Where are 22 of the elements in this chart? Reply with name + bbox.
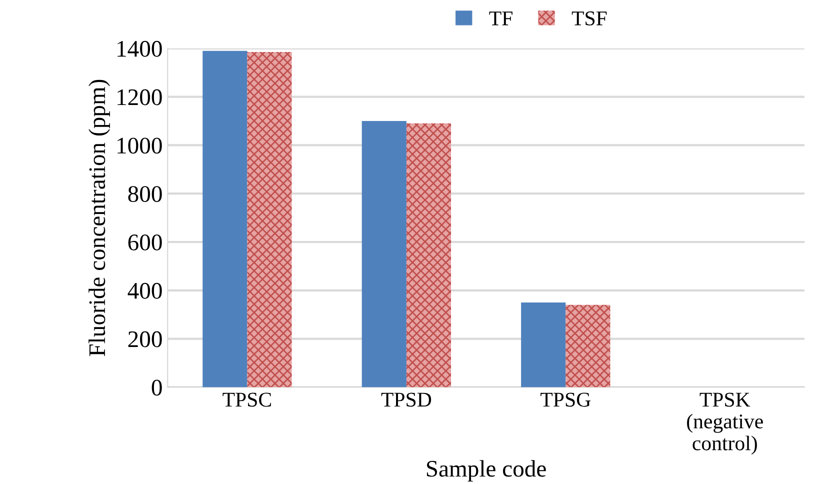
bar — [406, 123, 452, 388]
y-tick-label: 600 — [128, 234, 162, 250]
y-tick-label: 400 — [128, 282, 162, 299]
x-tick-label: TPSD — [381, 392, 432, 407]
legend-label: TSF — [572, 11, 607, 26]
y-tick-label: 1000 — [118, 138, 162, 154]
y-axis-title: Fluoride concentration (ppm) — [88, 80, 110, 356]
x-tick-label: TPSG — [540, 392, 590, 407]
legend-label: TF — [489, 12, 512, 26]
x-axis-title: Sample code — [426, 460, 546, 482]
y-tick-label: 1400 — [118, 40, 162, 57]
y-tick-label: 1200 — [118, 89, 162, 106]
y-tick-label: 0 — [152, 380, 162, 396]
y-tick-label: 200 — [128, 331, 162, 348]
bar — [362, 121, 406, 388]
x-tick-label: TPSC — [222, 392, 271, 407]
y-tick-label: 800 — [128, 186, 162, 202]
bar — [521, 302, 566, 388]
bar — [566, 304, 610, 388]
bar — [202, 50, 248, 388]
bar — [247, 52, 292, 388]
x-tick-label: TPSK (negative control) — [687, 392, 763, 455]
